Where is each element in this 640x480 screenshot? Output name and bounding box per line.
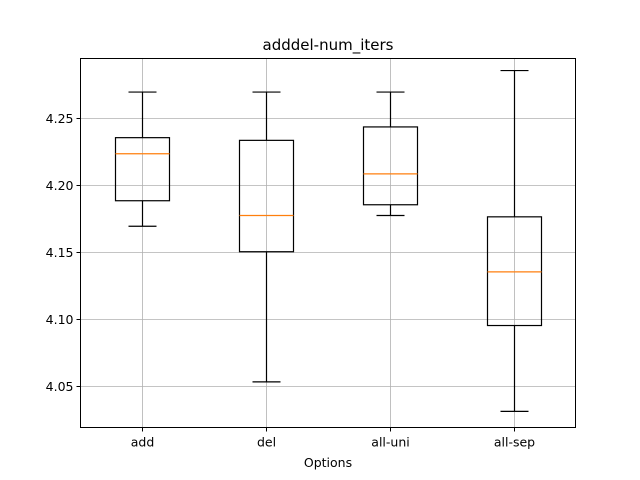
plot-area-frame — [80, 58, 576, 428]
x-axis-label: Options — [304, 455, 352, 470]
x-tick-label: all-sep — [494, 435, 535, 450]
x-axis: add del all-uni all-sep — [131, 427, 535, 450]
box-all-uni — [362, 91, 419, 217]
boxes-layer — [114, 69, 543, 412]
y-tick-label: 4.15 — [46, 245, 74, 260]
iqr-box — [362, 126, 419, 206]
box-del — [238, 91, 295, 383]
y-tick-label: 4.20 — [46, 178, 74, 193]
iqr-box — [486, 216, 543, 327]
iqr-box — [114, 137, 171, 202]
x-tick-label: all-uni — [371, 435, 409, 450]
x-tick-label: del — [257, 435, 276, 450]
chart-title: adddel-num_iters — [263, 36, 394, 55]
y-tick-label: 4.25 — [46, 111, 74, 126]
x-tick-label: add — [131, 435, 155, 450]
box-add — [114, 91, 171, 227]
y-axis: 4.05 4.10 4.15 4.20 4.25 — [46, 111, 81, 394]
iqr-box — [238, 139, 295, 253]
box-all-sep — [486, 69, 543, 412]
y-tick-label: 4.05 — [46, 379, 74, 394]
y-tick-label: 4.10 — [46, 312, 74, 327]
